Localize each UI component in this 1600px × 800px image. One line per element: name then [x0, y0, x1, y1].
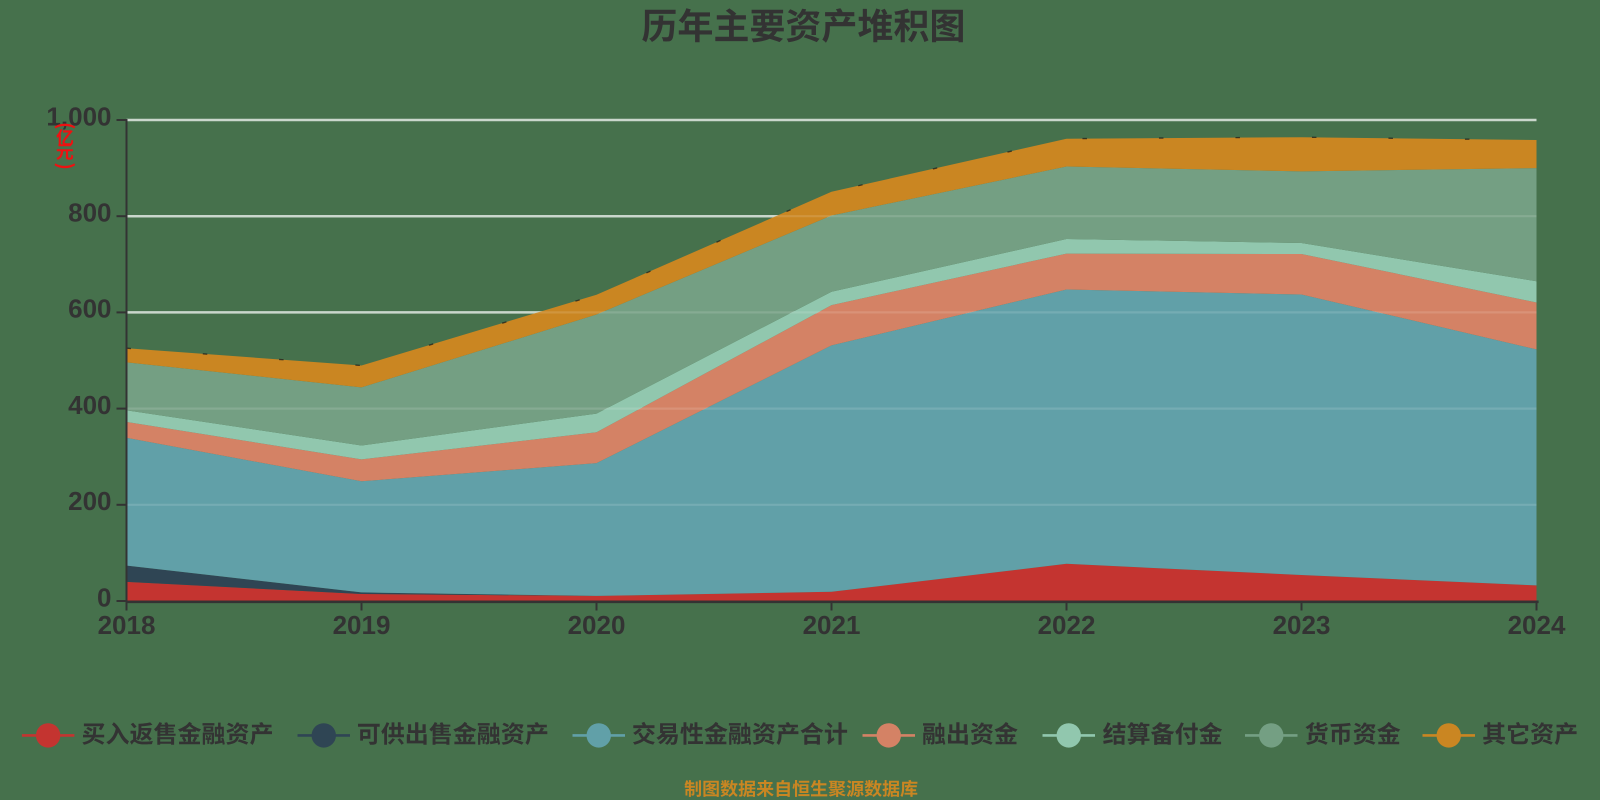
- svg-text:2024: 2024: [1508, 610, 1566, 640]
- svg-text:2021: 2021: [803, 610, 861, 640]
- svg-text:200: 200: [68, 486, 111, 516]
- svg-text:400: 400: [68, 390, 111, 420]
- svg-text:2018: 2018: [98, 610, 156, 640]
- svg-text:2019: 2019: [333, 610, 391, 640]
- svg-text:2022: 2022: [1038, 610, 1096, 640]
- svg-text:2023: 2023: [1273, 610, 1331, 640]
- svg-text:0: 0: [97, 582, 111, 612]
- svg-text:800: 800: [68, 198, 111, 228]
- svg-text:600: 600: [68, 294, 111, 324]
- svg-text:2020: 2020: [568, 610, 626, 640]
